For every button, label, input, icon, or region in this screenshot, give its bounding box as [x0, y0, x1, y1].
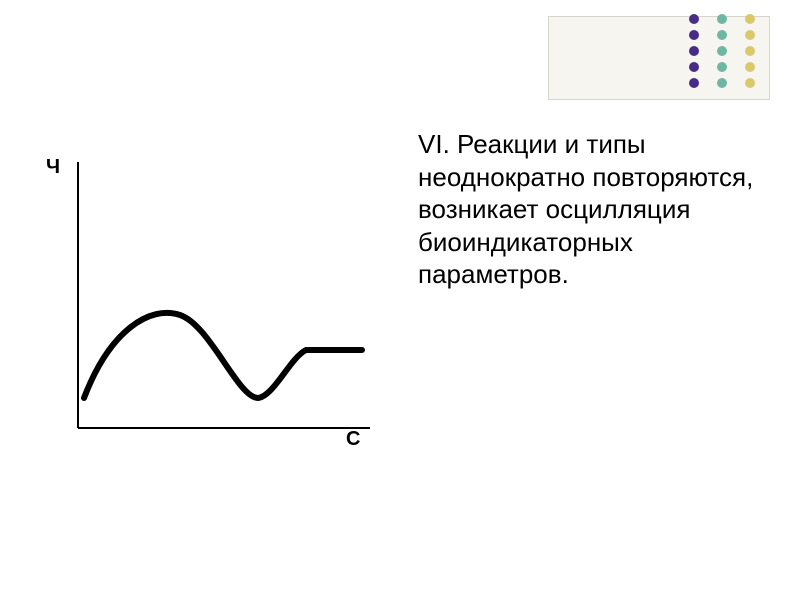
dot-col-3	[745, 14, 755, 88]
dot-icon	[745, 14, 755, 24]
dot-icon	[717, 62, 727, 72]
dot-icon	[717, 14, 727, 24]
dot-icon	[745, 30, 755, 40]
curve-path	[84, 313, 362, 398]
dot-col-1	[689, 14, 699, 88]
dot-icon	[717, 30, 727, 40]
oscillation-chart	[40, 150, 380, 450]
chart-svg	[40, 150, 380, 450]
dot-icon	[717, 46, 727, 56]
dot-icon	[689, 30, 699, 40]
x-axis-label: С	[346, 428, 360, 451]
decoration-dots	[689, 14, 755, 88]
dot-icon	[717, 78, 727, 88]
dot-icon	[745, 46, 755, 56]
y-axis-label: Ч	[46, 156, 60, 179]
body-text: VI. Реакции и типы неоднократно повторяю…	[418, 128, 773, 291]
dot-icon	[689, 62, 699, 72]
dot-col-2	[717, 14, 727, 88]
dot-icon	[689, 78, 699, 88]
dot-icon	[745, 62, 755, 72]
dot-icon	[745, 78, 755, 88]
dot-icon	[689, 14, 699, 24]
dot-icon	[689, 46, 699, 56]
slide: Ч С VI. Реакции и типы неоднократно повт…	[0, 0, 800, 600]
